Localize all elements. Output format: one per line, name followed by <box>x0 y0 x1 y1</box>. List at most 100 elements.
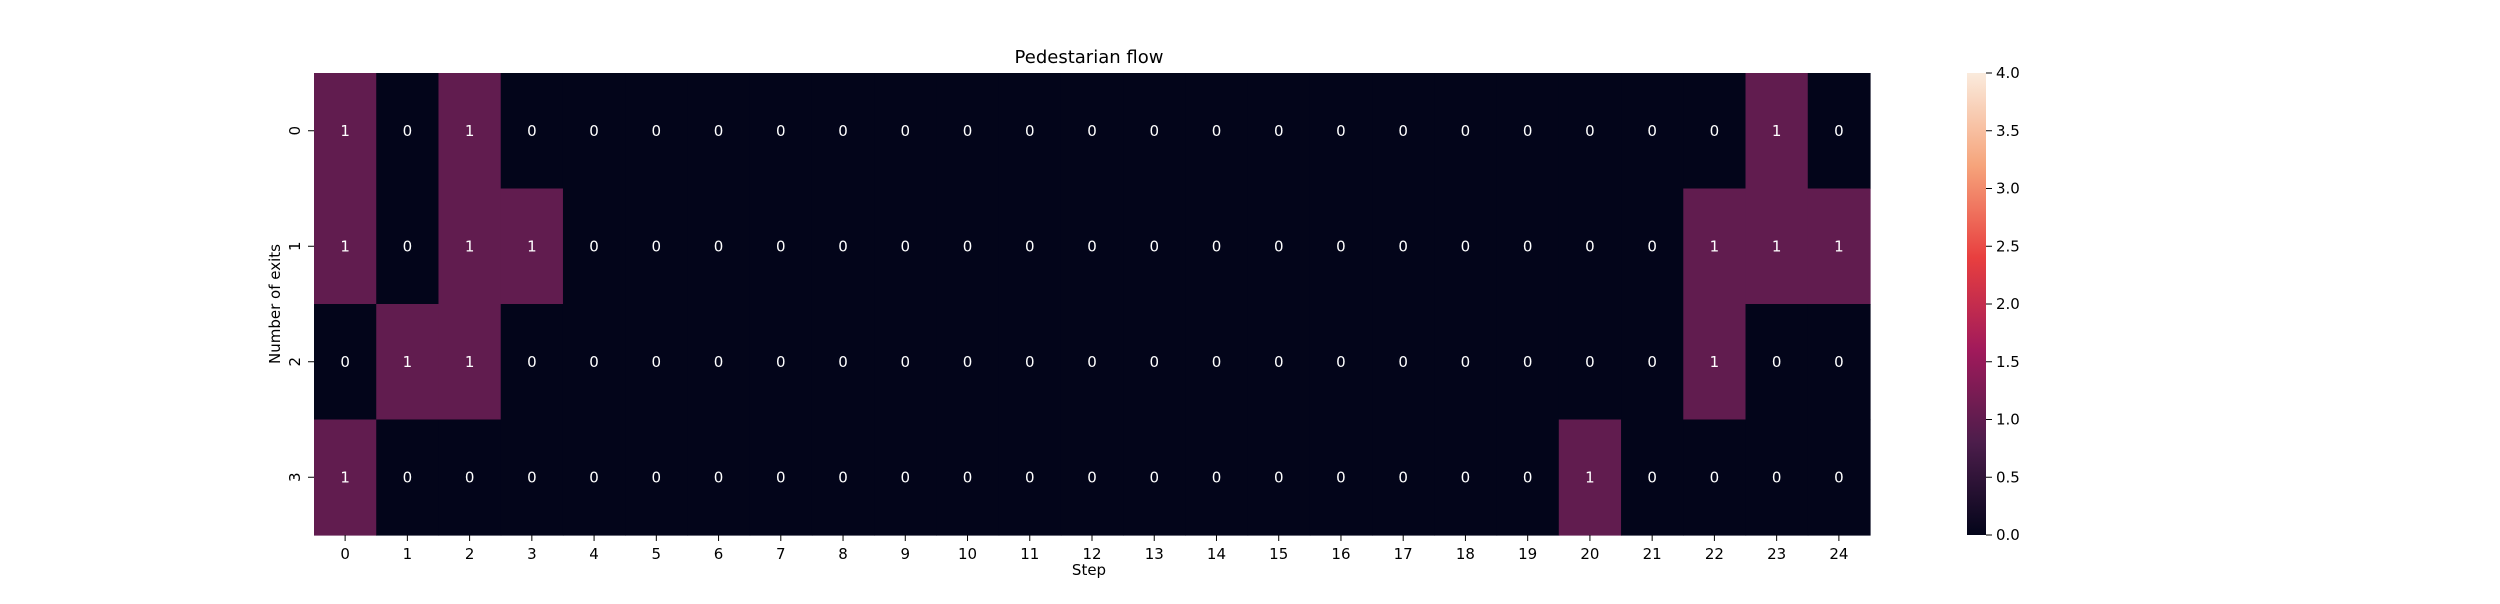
heatmap-cell <box>1558 188 1622 305</box>
heatmap-cell <box>1309 304 1373 421</box>
heatmap-cell <box>998 419 1062 536</box>
x-tick-label: 11 <box>1020 545 1039 563</box>
heatmap-cell <box>998 188 1062 305</box>
heatmap-cell <box>314 419 377 536</box>
heatmap-cell <box>1683 419 1747 536</box>
heatmap-cell <box>314 188 377 305</box>
cell-value-label: 0 <box>1149 468 1159 486</box>
heatmap-cell <box>1496 73 1560 190</box>
cell-value-label: 1 <box>465 237 475 255</box>
heatmap-cell <box>687 73 751 190</box>
cell-value-label: 0 <box>1336 237 1346 255</box>
heatmap-cell <box>562 304 626 421</box>
colorbar-tick-label: 2.0 <box>1996 295 2020 313</box>
heatmap-cell <box>500 188 564 305</box>
cell-value-label: 0 <box>1025 468 1035 486</box>
heatmap-cell <box>1060 419 1124 536</box>
cell-value-label: 0 <box>1647 122 1657 140</box>
heatmap-cell <box>438 304 502 421</box>
x-tick-label: 5 <box>652 545 662 563</box>
x-tick-label: 3 <box>527 545 537 563</box>
cell-value-label: 0 <box>589 353 599 371</box>
heatmap-cell <box>1745 73 1809 190</box>
heatmap-cell <box>1807 419 1871 536</box>
cell-value-label: 0 <box>1772 468 1782 486</box>
cell-value-label: 0 <box>714 237 724 255</box>
heatmap-cell <box>1745 304 1809 421</box>
x-axis-label: Step <box>1072 561 1106 579</box>
heatmap-cell <box>376 419 440 536</box>
heatmap-cell <box>1683 188 1747 305</box>
heatmap-cell <box>749 304 813 421</box>
heatmap-cell <box>1683 73 1747 190</box>
x-tick-label: 23 <box>1767 545 1786 563</box>
x-tick-label: 7 <box>776 545 786 563</box>
colorbar-tick-label: 3.0 <box>1996 180 2020 198</box>
cell-value-label: 0 <box>901 122 911 140</box>
cell-value-label: 0 <box>1461 122 1471 140</box>
heatmap-cell <box>811 188 875 305</box>
cell-value-label: 0 <box>1585 237 1595 255</box>
heatmap-cell <box>749 419 813 536</box>
cell-value-label: 0 <box>1274 237 1284 255</box>
cell-value-label: 0 <box>1710 468 1720 486</box>
heatmap-cell <box>1434 73 1498 190</box>
cell-value-label: 0 <box>1212 237 1222 255</box>
heatmap-cell <box>1745 188 1809 305</box>
heatmap-cell <box>1621 419 1684 536</box>
cell-value-label: 0 <box>1834 353 1844 371</box>
cell-value-label: 0 <box>1585 122 1595 140</box>
cell-value-label: 0 <box>1398 237 1408 255</box>
heatmap-cell <box>1185 419 1249 536</box>
heatmap-cell <box>1123 73 1186 190</box>
x-tick-label: 2 <box>465 545 475 563</box>
heatmap-cell <box>500 73 564 190</box>
colorbar-tick-label: 2.5 <box>1996 237 2020 255</box>
heatmap-cell <box>1060 73 1124 190</box>
colorbar: 0.0 0.5 1.0 1.5 2.0 2.5 3.0 3.5 4.0 <box>1967 64 2020 544</box>
heatmap-cell <box>811 419 875 536</box>
cell-value-label: 1 <box>1772 237 1782 255</box>
heatmap-cell-labels: 1 0 1 0 0 0 0 0 0 0 0 0 0 0 0 0 0 0 0 0 0 0 0 1 0 1 0 1 1 0 0 0 0 0 0 0 0 0 0 0… <box>340 122 1843 487</box>
heatmap-cell <box>687 188 751 305</box>
cell-value-label: 0 <box>838 237 848 255</box>
heatmap-cell <box>749 188 813 305</box>
heatmap-cell <box>1621 73 1684 190</box>
cell-value-label: 0 <box>527 468 537 486</box>
heatmap-cell <box>1496 304 1560 421</box>
cell-value-label: 0 <box>901 353 911 371</box>
heatmap-cell <box>1247 73 1311 190</box>
x-tick-label: 15 <box>1269 545 1288 563</box>
cell-value-label: 0 <box>1461 468 1471 486</box>
heatmap-cell <box>1558 304 1622 421</box>
heatmap-cell <box>500 304 564 421</box>
cell-value-label: 0 <box>1647 237 1657 255</box>
heatmap-cell <box>438 188 502 305</box>
heatmap-cell <box>376 304 440 421</box>
x-tick-label: 9 <box>901 545 911 563</box>
x-tick-label: 14 <box>1207 545 1226 563</box>
cell-value-label: 0 <box>1398 353 1408 371</box>
heatmap-cell <box>749 73 813 190</box>
heatmap-cell <box>687 304 751 421</box>
cell-value-label: 0 <box>1149 237 1159 255</box>
x-tick-label: 22 <box>1705 545 1724 563</box>
x-tick-label: 12 <box>1082 545 1101 563</box>
cell-value-label: 0 <box>1212 353 1222 371</box>
heatmap-cell <box>1185 188 1249 305</box>
cell-value-label: 0 <box>465 468 475 486</box>
x-tick-label: 24 <box>1829 545 1848 563</box>
cell-value-label: 0 <box>589 237 599 255</box>
heatmap-cell <box>1372 73 1435 190</box>
cell-value-label: 1 <box>1710 353 1720 371</box>
colorbar-tick-label: 0.5 <box>1996 468 2020 486</box>
x-tick-label: 1 <box>403 545 413 563</box>
cell-value-label: 1 <box>340 237 350 255</box>
y-tick-label: 0 <box>286 126 304 136</box>
heatmap-cell <box>1247 304 1311 421</box>
heatmap-cell <box>687 419 751 536</box>
y-tick-label: 3 <box>286 472 304 482</box>
cell-value-label: 1 <box>340 468 350 486</box>
